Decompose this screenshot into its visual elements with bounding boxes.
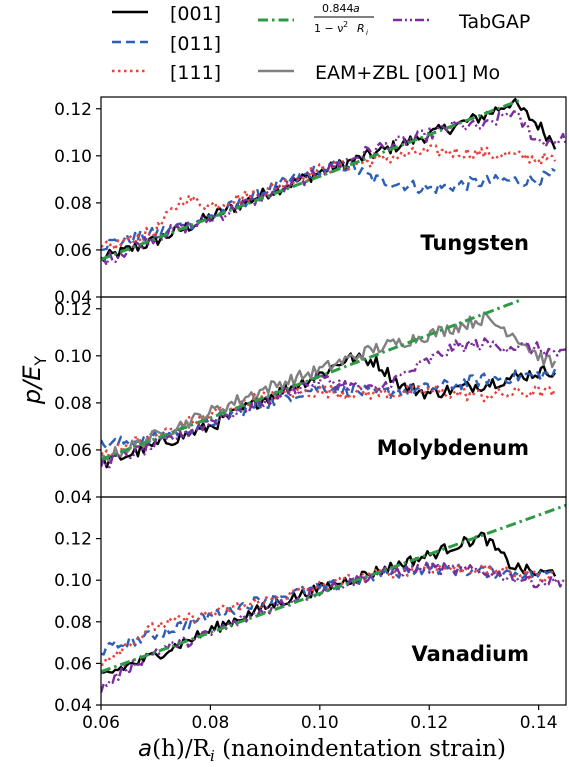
y-tick-label: 0.06	[54, 241, 92, 261]
series-line-eam-zbl-001-mo	[101, 311, 557, 463]
panel-label: Vanadium	[412, 642, 529, 666]
y-tick-label: 0.04	[54, 288, 92, 308]
series-line-011	[101, 368, 557, 450]
y-tick-label: 0.12	[54, 530, 92, 550]
svg-text:a(h)/Ri (nanoindentation strai: a(h)/Ri (nanoindentation strain)	[138, 736, 506, 765]
svg-text:[001]: [001]	[170, 3, 221, 25]
series-line-fit	[101, 503, 566, 674]
panel-label: Tungsten	[420, 231, 529, 255]
x-tick-label: 0.06	[82, 713, 120, 733]
panel-tungsten: 0.04 0.06 0.08 0.10 0.12 Tungsten	[54, 96, 567, 308]
series-group	[101, 503, 566, 693]
svg-text:2: 2	[343, 20, 348, 29]
svg-text:a: a	[353, 2, 360, 15]
legend-item-tabgap: TabGAP	[393, 11, 530, 33]
y-axis-label: p/EY	[18, 356, 50, 405]
legend: [001] [011] [111] 0.844 a 1 − ν 2 R i Ta…	[112, 2, 530, 84]
panel-frame	[100, 96, 567, 298]
y-tick-label: 0.10	[54, 347, 92, 367]
legend-item-001: [001]	[112, 3, 221, 25]
series-group	[101, 97, 566, 267]
svg-text:EAM+ZBL [001] Mo: EAM+ZBL [001] Mo	[315, 62, 500, 84]
svg-text:R: R	[357, 22, 365, 35]
y-tick-label: 0.08	[54, 613, 92, 633]
panel-frame	[100, 296, 567, 498]
svg-text:0.844: 0.844	[322, 2, 354, 15]
series-line-111	[101, 144, 557, 251]
y-tick-label: 0.06	[54, 654, 92, 674]
y-tick-label: 0.08	[54, 394, 92, 414]
x-axis-label: a(h)/Ri (nanoindentation strain)	[138, 736, 506, 765]
svg-text:[011]: [011]	[170, 33, 221, 55]
y-tick-label: 0.12	[54, 300, 92, 320]
y-tick-label: 0.04	[54, 488, 92, 508]
svg-text:TabGAP: TabGAP	[458, 11, 530, 33]
svg-text:i: i	[366, 29, 368, 37]
y-tick-label: 0.12	[54, 100, 92, 120]
svg-text:p/EY: p/EY	[18, 356, 50, 405]
y-tick-label: 0.10	[54, 571, 92, 591]
x-tick-label: 0.12	[410, 713, 448, 733]
series-line-011	[101, 562, 556, 656]
y-tick-label: 0.10	[54, 147, 92, 167]
y-tick-label: 0.06	[54, 441, 92, 461]
y-tick-label: 0.04	[54, 696, 92, 716]
legend-item-eam: EAM+ZBL [001] Mo	[258, 62, 500, 84]
plot-panels: 0.040.060.080.100.12Tungsten0.040.060.08…	[54, 96, 567, 733]
legend-item-011: [011]	[112, 33, 221, 55]
legend-item-111: [111]	[112, 62, 221, 84]
series-line-tabgap	[101, 561, 566, 693]
series-line-fit	[101, 97, 523, 261]
series-line-fit	[101, 297, 523, 461]
svg-text:[111]: [111]	[170, 62, 221, 84]
series-line-tabgap	[101, 110, 566, 267]
series-group	[101, 297, 566, 469]
panel-molybdenum: 0.04 0.06 0.08 0.10 0.12 Molybdenum	[54, 296, 567, 508]
panel-frame	[100, 496, 567, 706]
x-tick-label: 0.10	[301, 713, 339, 733]
x-tick-label: 0.14	[520, 713, 558, 733]
svg-text:1 − ν: 1 − ν	[314, 22, 343, 35]
legend-item-formula: 0.844 a 1 − ν 2 R i	[258, 2, 374, 37]
y-tick-label: 0.08	[54, 194, 92, 214]
x-tick-label: 0.08	[191, 713, 229, 733]
series-line-tabgap	[101, 337, 566, 469]
panel-label: Molybdenum	[377, 436, 529, 460]
